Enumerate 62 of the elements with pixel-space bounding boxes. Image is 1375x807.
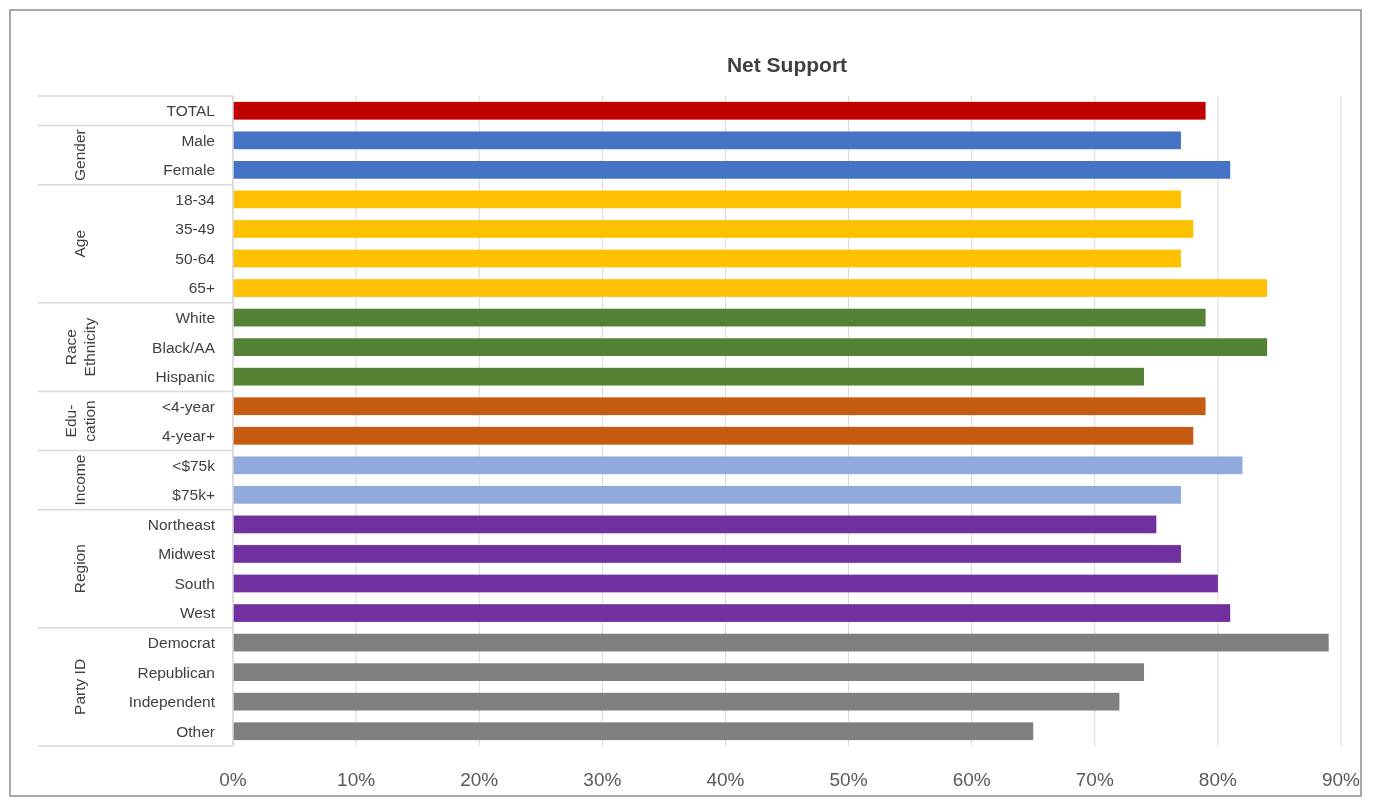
bar <box>233 190 1181 209</box>
y-tick-label: 35-49 <box>175 220 215 238</box>
bar <box>233 515 1157 534</box>
y-tick-label: West <box>179 604 216 622</box>
y-tick-label: Female <box>163 161 215 179</box>
x-tick-label: 60% <box>952 769 991 790</box>
bar <box>233 722 1034 741</box>
y-tick-label: 4-year+ <box>162 427 215 445</box>
bar <box>233 220 1194 238</box>
y-tick-label: Republican <box>137 663 215 681</box>
bar <box>233 338 1268 356</box>
y-tick-label: TOTAL <box>166 102 216 120</box>
x-tick-label: 10% <box>337 769 376 790</box>
y-tick-label: Male <box>181 131 215 149</box>
bar <box>233 486 1181 504</box>
x-tick-label: 90% <box>1321 769 1361 790</box>
bar <box>233 397 1206 416</box>
bar <box>233 161 1231 179</box>
bar <box>233 249 1181 268</box>
y-tick-label: Democrat <box>147 634 216 652</box>
text: Edu- cation <box>61 400 98 442</box>
bar <box>233 692 1120 711</box>
y-tick-label: Midwest <box>158 545 216 563</box>
y-tick-label: South <box>174 574 215 592</box>
y-tick-label: Northeast <box>147 515 216 533</box>
x-tick-label: 50% <box>829 769 868 790</box>
y-tick-label: 65+ <box>188 279 215 297</box>
y-tick-label: 50-64 <box>175 249 216 267</box>
y-tick-label: Black/AA <box>152 338 216 356</box>
y-tick-label: $75k+ <box>172 486 215 504</box>
bar <box>233 279 1268 297</box>
text: Age <box>71 229 89 258</box>
x-tick-label: 40% <box>706 769 745 790</box>
y-tick-label: White <box>175 309 215 327</box>
text: Gender <box>71 129 89 181</box>
y-tick-label: Other <box>176 722 215 740</box>
bar <box>233 131 1181 150</box>
bar <box>233 545 1181 563</box>
text: Income <box>71 454 89 506</box>
text: Race Ethnicity <box>61 317 98 377</box>
text: Region <box>71 544 89 594</box>
y-tick-label: <$75k <box>172 456 216 474</box>
bar <box>233 426 1194 445</box>
bar <box>233 663 1145 681</box>
y-tick-label: 18-34 <box>175 190 216 208</box>
x-tick-label: 80% <box>1198 769 1238 790</box>
bar <box>233 456 1243 475</box>
chart-title: Net Support <box>726 53 848 76</box>
y-tick-label: <4-year <box>162 397 215 415</box>
bar <box>233 574 1218 593</box>
x-tick-label: 20% <box>460 769 499 790</box>
x-tick-label: 70% <box>1075 769 1114 790</box>
text: Party ID <box>71 658 89 715</box>
bar <box>233 308 1206 327</box>
x-tick-label: 30% <box>583 769 622 790</box>
bar <box>233 101 1206 120</box>
y-tick-label: Independent <box>128 693 216 711</box>
bar <box>233 604 1231 622</box>
x-tick-label: 0% <box>219 769 247 790</box>
bar <box>233 367 1145 386</box>
bar <box>233 633 1329 652</box>
y-tick-label: Hispanic <box>155 368 216 386</box>
